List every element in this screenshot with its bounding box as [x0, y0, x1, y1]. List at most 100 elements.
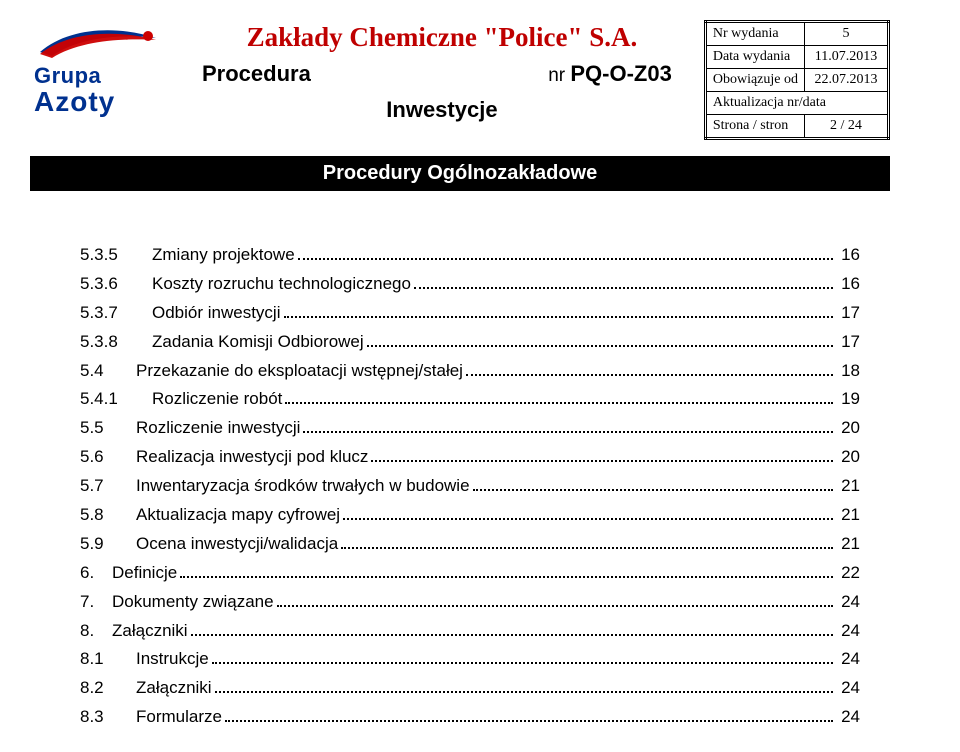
toc-page: 19	[836, 385, 860, 414]
toc-label: Rozliczenie robót	[152, 385, 282, 414]
company-name: Zakłady Chemiczne "Police" S.A.	[192, 22, 692, 53]
toc-label: Inwentaryzacja środków trwałych w budowi…	[136, 472, 470, 501]
toc-page: 24	[836, 645, 860, 674]
meta-value: 22.07.2013	[805, 69, 889, 92]
toc-label: Definicje	[112, 559, 177, 588]
toc-number: 5.4	[80, 357, 136, 386]
toc-leader	[371, 445, 833, 462]
logo-swoosh-icon	[30, 20, 160, 64]
toc-row: 5.9Ocena inwestycji/walidacja21	[80, 530, 860, 559]
meta-label: Data wydania	[705, 46, 804, 69]
toc-page: 18	[836, 357, 860, 386]
toc-page: 16	[836, 241, 860, 270]
toc-leader	[343, 503, 833, 520]
toc-row: 5.3.6Koszty rozruchu technologicznego16	[80, 270, 860, 299]
meta-table: Nr wydania5Data wydania11.07.2013Obowiąz…	[704, 20, 890, 140]
toc-number: 5.7	[80, 472, 136, 501]
procedure-code: nr PQ-O-Z03	[548, 61, 672, 87]
toc-row: 8.1Instrukcje 24	[80, 645, 860, 674]
toc-row: 5.3.5Zmiany projektowe 16	[80, 241, 860, 270]
toc-page: 24	[836, 674, 860, 703]
toc-label: Przekazanie do eksploatacji wstępnej/sta…	[136, 357, 463, 386]
meta-label: Aktualizacja nr/data	[705, 92, 888, 115]
toc-page: 24	[836, 617, 860, 646]
toc-number: 8.	[80, 617, 112, 646]
logo-line1: Grupa	[34, 63, 101, 88]
title-column: Zakłady Chemiczne "Police" S.A. Procedur…	[192, 20, 692, 123]
toc-number: 7.	[80, 588, 112, 617]
meta-row: Aktualizacja nr/data	[705, 92, 888, 115]
meta-value: 2 / 24	[805, 115, 889, 139]
toc-leader	[303, 416, 833, 433]
toc-label: Odbiór inwestycji	[152, 299, 281, 328]
toc-leader	[180, 561, 833, 578]
toc-page: 21	[836, 530, 860, 559]
section-bar: Procedury Ogólnozakładowe	[30, 156, 890, 191]
toc-leader	[284, 300, 834, 317]
toc-row: 5.3.7Odbiór inwestycji 17	[80, 299, 860, 328]
toc-number: 8.3	[80, 703, 136, 732]
toc-number: 8.2	[80, 674, 136, 703]
toc-label: Rozliczenie inwestycji	[136, 414, 300, 443]
toc-page: 16	[836, 270, 860, 299]
toc-row: 7.Dokumenty związane 24	[80, 588, 860, 617]
toc-row: 5.8Aktualizacja mapy cyfrowej21	[80, 501, 860, 530]
toc-page: 17	[836, 299, 860, 328]
toc-row: 5.7Inwentaryzacja środków trwałych w bud…	[80, 472, 860, 501]
toc-label: Zmiany projektowe	[152, 241, 295, 270]
toc-page: 24	[836, 588, 860, 617]
toc-leader	[277, 589, 833, 606]
meta-row: Data wydania11.07.2013	[705, 46, 888, 69]
toc-leader	[285, 387, 833, 404]
toc-row: 8.Załączniki24	[80, 617, 860, 646]
toc-leader	[215, 676, 833, 693]
toc-row: 5.4Przekazanie do eksploatacji wstępnej/…	[80, 357, 860, 386]
meta-value: 5	[805, 22, 889, 46]
toc-leader	[341, 532, 833, 549]
logo: Grupa Azoty	[30, 20, 180, 116]
meta-value: 11.07.2013	[805, 46, 889, 69]
page: Grupa Azoty Zakłady Chemiczne "Police" S…	[0, 0, 960, 752]
toc-number: 5.3.6	[80, 270, 152, 299]
toc-page: 17	[836, 328, 860, 357]
toc-number: 5.3.5	[80, 241, 152, 270]
toc-page: 22	[836, 559, 860, 588]
toc-number: 5.3.7	[80, 299, 152, 328]
toc-number: 5.8	[80, 501, 136, 530]
header: Grupa Azoty Zakłady Chemiczne "Police" S…	[30, 20, 890, 140]
toc-label: Aktualizacja mapy cyfrowej	[136, 501, 340, 530]
meta-row: Nr wydania5	[705, 22, 888, 46]
subject: Inwestycje	[192, 97, 692, 123]
procedure-word: Procedura	[202, 61, 311, 87]
logo-text: Grupa Azoty	[30, 64, 115, 116]
toc-label: Dokumenty związane	[112, 588, 274, 617]
toc-row: 5.6Realizacja inwestycji pod klucz20	[80, 443, 860, 472]
toc-page: 24	[836, 703, 860, 732]
toc-label: Realizacja inwestycji pod klucz	[136, 443, 368, 472]
toc-page: 20	[836, 443, 860, 472]
meta-label: Nr wydania	[705, 22, 804, 46]
meta-label: Obowiązuje od	[705, 69, 804, 92]
toc-page: 21	[836, 472, 860, 501]
toc-number: 8.1	[80, 645, 136, 674]
toc-number: 5.5	[80, 414, 136, 443]
toc-leader	[191, 618, 833, 635]
toc-label: Załączniki	[136, 674, 212, 703]
meta-row: Strona / stron2 / 24	[705, 115, 888, 139]
toc-number: 5.4.1	[80, 385, 152, 414]
meta-label: Strona / stron	[705, 115, 804, 139]
toc-page: 20	[836, 414, 860, 443]
table-of-contents: 5.3.5Zmiany projektowe 165.3.6Koszty rozr…	[80, 241, 860, 732]
toc-row: 8.2Załączniki 24	[80, 674, 860, 703]
toc-label: Instrukcje	[136, 645, 209, 674]
toc-leader	[473, 474, 833, 491]
meta-row: Obowiązuje od22.07.2013	[705, 69, 888, 92]
toc-label: Formularze	[136, 703, 222, 732]
toc-row: 8.3Formularze 24	[80, 703, 860, 732]
toc-leader	[298, 243, 833, 260]
toc-row: 6.Definicje22	[80, 559, 860, 588]
toc-row: 5.3.8Zadania Komisji Odbiorowej17	[80, 328, 860, 357]
toc-number: 5.9	[80, 530, 136, 559]
toc-row: 5.5Rozliczenie inwestycji 20	[80, 414, 860, 443]
toc-number: 5.3.8	[80, 328, 152, 357]
